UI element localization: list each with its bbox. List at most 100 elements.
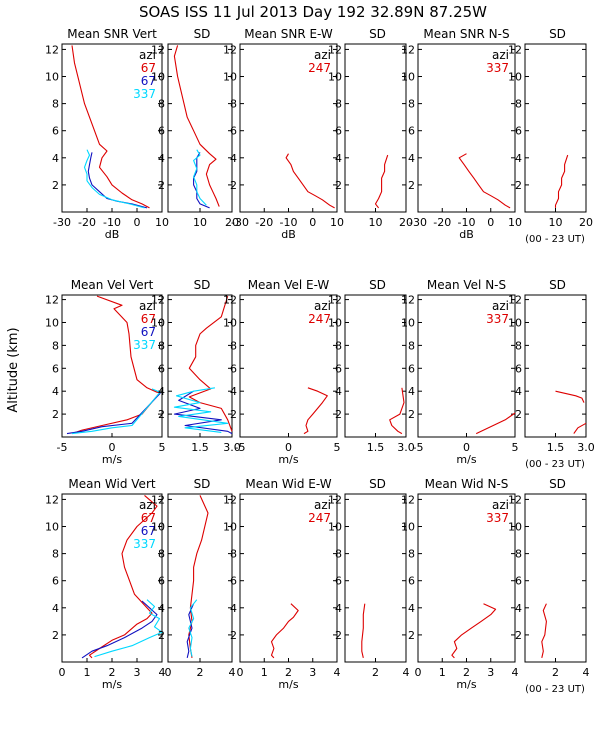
y-tick-label: 10: [45, 521, 59, 534]
panel-wid-6: SD 2 4 6 8 10 12 2 4: [508, 477, 590, 679]
series-line-67: [193, 152, 210, 209]
series-line-337: [573, 422, 587, 434]
y-tick-label: 6: [230, 575, 237, 588]
panel-snr-4: SD 2 4 6 8 10 12 10 20: [328, 27, 413, 229]
y-tick-label: 10: [151, 316, 165, 329]
y-tick-label: 2: [230, 629, 237, 642]
y-tick-label: 4: [335, 152, 342, 165]
y-tick-label: 10: [328, 521, 342, 534]
y-tick-label: 6: [52, 125, 59, 138]
y-tick-label: 10: [45, 71, 59, 84]
x-tick-label: 4: [583, 666, 590, 679]
y-tick-label: 2: [158, 179, 165, 192]
y-tick-label: 8: [515, 339, 522, 352]
y-tick-label: 12: [401, 493, 415, 506]
x-tick-label: 5: [512, 441, 519, 454]
x-tick-label: 0: [309, 216, 316, 229]
y-tick-label: 8: [52, 98, 59, 111]
x-axis-label: m/s: [278, 678, 298, 691]
x-tick-label: 10: [155, 216, 169, 229]
x-tick-label: 1: [439, 666, 446, 679]
x-tick-label: 0: [415, 666, 422, 679]
legend-entry: 67: [141, 524, 156, 538]
y-tick-label: 2: [515, 629, 522, 642]
panel-title: Mean Wid N-S: [425, 477, 509, 491]
y-tick-label: 4: [515, 602, 522, 615]
y-tick-label: 12: [45, 294, 59, 307]
y-tick-label: 8: [335, 339, 342, 352]
legend-entry: 337: [486, 312, 509, 326]
y-tick-label: 2: [335, 629, 342, 642]
y-tick-label: 8: [230, 98, 237, 111]
y-tick-label: 12: [401, 294, 415, 307]
y-tick-label: 12: [151, 294, 165, 307]
panel-frame: [524, 493, 587, 663]
y-tick-label: 12: [45, 43, 59, 56]
y-tick-label: 6: [408, 362, 415, 375]
panel-wid-4: SD 2 4 6 8 10 12 2 4: [328, 477, 410, 679]
series-line-337: [554, 154, 569, 208]
legend-entry: azi: [314, 48, 331, 62]
panel-title: Mean Vel Vert: [71, 278, 154, 292]
panel-title: SD: [369, 27, 386, 41]
series-line-337: [555, 390, 585, 403]
y-tick-label: 4: [408, 152, 415, 165]
x-tick-label: 0: [463, 441, 470, 454]
x-tick-label: 4: [334, 666, 341, 679]
panel-frame: [344, 43, 407, 213]
panel-title: SD: [369, 477, 386, 491]
panel-frame: [524, 294, 587, 438]
series-line-337: [173, 387, 229, 433]
x-tick-label: 20: [399, 216, 413, 229]
y-tick-label: 12: [151, 43, 165, 56]
x-tick-label: -20: [255, 216, 273, 229]
y-tick-label: 10: [223, 521, 237, 534]
x-tick-label: 0: [165, 666, 172, 679]
x-tick-label: 10: [193, 216, 207, 229]
x-tick-label: 1.5: [191, 441, 209, 454]
series-line-247: [285, 153, 335, 209]
x-tick-label: 5: [334, 441, 341, 454]
y-tick-label: 2: [408, 408, 415, 421]
y-tick-label: 12: [328, 493, 342, 506]
panel-title: SD: [194, 278, 211, 292]
y-tick-label: 2: [408, 179, 415, 192]
x-tick-label: 0: [237, 666, 244, 679]
legend-entry: azi: [139, 299, 156, 313]
y-tick-label: 10: [328, 71, 342, 84]
series-line-247: [303, 387, 328, 435]
series-line-247: [270, 603, 299, 659]
panel-snr-2: SD 2 4 6 8 10 12 10 20: [151, 27, 239, 229]
x-axis-label: m/s: [456, 453, 476, 466]
y-tick-label: 6: [230, 125, 237, 138]
x-tick-label: -5: [57, 441, 68, 454]
legend-entry: 337: [133, 537, 156, 551]
x-tick-label: 4: [403, 666, 410, 679]
series-line-337: [83, 149, 145, 209]
x-tick-label: 2: [109, 666, 116, 679]
x-tick-label: 0: [285, 441, 292, 454]
y-tick-label: 12: [328, 43, 342, 56]
panel-title: SD: [549, 27, 566, 41]
y-tick-label: 12: [45, 493, 59, 506]
y-tick-label: 12: [508, 493, 522, 506]
y-tick-label: 8: [158, 98, 165, 111]
legend-entry: 67: [141, 511, 156, 525]
x-tick-label: -5: [235, 441, 246, 454]
panel-title: Mean Wid Vert: [68, 477, 155, 491]
x-axis-label: m/s: [102, 678, 122, 691]
y-tick-label: 4: [158, 385, 165, 398]
x-tick-label: 10: [330, 216, 344, 229]
legend-entry: 67: [141, 312, 156, 326]
x-tick-label: -30: [231, 216, 249, 229]
legend-entry: 67: [141, 325, 156, 339]
x-tick-label: 0: [134, 216, 141, 229]
legend-entry: 67: [141, 74, 156, 88]
legend-entry: 337: [486, 61, 509, 75]
panel-frame: [167, 43, 233, 213]
